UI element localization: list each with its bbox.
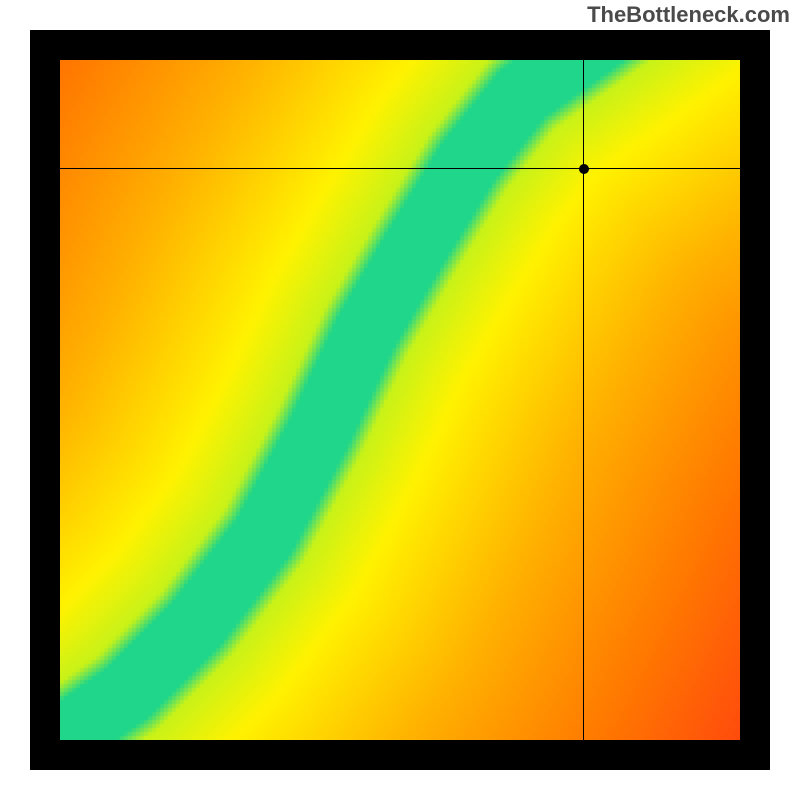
bottleneck-heatmap bbox=[60, 60, 740, 740]
chart-container: TheBottleneck.com bbox=[0, 0, 800, 800]
marker-dot bbox=[579, 164, 589, 174]
crosshair-vertical bbox=[583, 60, 584, 740]
watermark-text: TheBottleneck.com bbox=[587, 2, 790, 28]
crosshair-horizontal bbox=[60, 168, 740, 169]
